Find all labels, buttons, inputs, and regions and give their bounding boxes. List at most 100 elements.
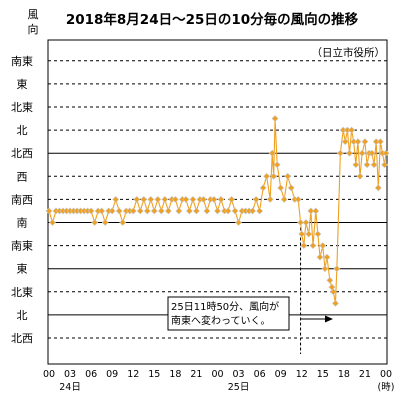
data-point (376, 138, 384, 146)
data-point (368, 149, 376, 157)
day-label: 25日 (228, 382, 250, 393)
y-category-label: 東 (17, 263, 28, 276)
x-axis-unit: (時) (378, 382, 395, 393)
y-category-label: 北 (17, 309, 28, 322)
data-point (101, 219, 109, 226)
y-category-label: 東 (17, 78, 28, 91)
data-point (312, 207, 320, 215)
data-point (332, 299, 339, 307)
data-point (321, 265, 329, 273)
y-category-label: 西 (17, 170, 28, 183)
data-point (157, 207, 165, 215)
data-point (235, 219, 242, 226)
data-point (256, 207, 264, 215)
y-category-label: 北西 (11, 147, 33, 160)
data-point (297, 219, 304, 226)
annotation-line1: 25日11時50分、風向が (171, 300, 279, 313)
data-point (214, 207, 221, 215)
data-point (200, 195, 207, 203)
data-point (182, 195, 190, 203)
data-point (252, 195, 260, 203)
data-point (108, 207, 116, 215)
x-tick-label: 21 (190, 369, 202, 380)
data-point (268, 149, 276, 157)
x-tick-label: 00 (211, 369, 223, 380)
data-point (263, 172, 271, 180)
data-point (217, 195, 225, 203)
data-point (333, 265, 341, 273)
data-point (294, 195, 302, 203)
data-point (143, 207, 151, 215)
chart-title: 2018年8月24日～25日の10分毎の風向の推移 (66, 11, 359, 28)
data-point (363, 161, 371, 169)
x-tick-label: 21 (359, 369, 371, 380)
data-point (49, 219, 56, 226)
y-category-label: 南西 (11, 193, 33, 206)
x-tick-label: 00 (43, 369, 55, 380)
y-category-label: 南東 (11, 240, 33, 253)
x-tick-label: 03 (64, 369, 76, 380)
day-label: 24日 (59, 382, 81, 393)
data-point (171, 195, 179, 203)
y-category-label: 南東 (11, 55, 33, 68)
data-point (336, 149, 344, 157)
data-point (175, 207, 183, 215)
data-point (185, 207, 193, 215)
data-point (91, 219, 99, 226)
data-point (277, 184, 285, 192)
y-category-label: 南 (17, 217, 28, 230)
data-point (280, 195, 288, 203)
y-category-label: 北 (17, 124, 28, 137)
data-point (45, 207, 53, 215)
data-point (287, 184, 295, 192)
grid-lines (48, 60, 387, 339)
data-point (352, 161, 360, 169)
data-point (298, 230, 306, 238)
data-point (323, 253, 331, 261)
x-tick-label: 03 (233, 369, 245, 380)
x-tick-label: 06 (254, 369, 266, 380)
data-point (189, 195, 197, 203)
data-point (231, 207, 239, 215)
data-point (98, 207, 106, 215)
data-point (203, 207, 211, 215)
x-tick-label: 18 (169, 369, 181, 380)
data-point (381, 161, 389, 169)
data-point (370, 161, 378, 169)
data-point (374, 184, 382, 192)
data-point (136, 207, 144, 215)
data-point (224, 207, 232, 215)
y-axis-label-char: 向 (28, 22, 39, 36)
station-label: （日立市役所） (312, 46, 386, 59)
x-tick-label: 09 (106, 369, 118, 380)
data-point (249, 207, 257, 215)
data-point (361, 138, 369, 146)
data-point (147, 195, 155, 203)
plot-frame (47, 39, 388, 365)
data-point (316, 253, 324, 261)
data-point (133, 195, 141, 203)
data-point (164, 207, 172, 215)
x-tick-label: 12 (296, 369, 308, 380)
data-point (119, 219, 127, 226)
data-point (115, 207, 123, 215)
y-category-label: 北西 (11, 332, 33, 345)
x-tick-label: 15 (317, 369, 329, 380)
x-tick-label: 12 (127, 369, 139, 380)
annotation-line2: 南東へ変わっていく。 (171, 314, 271, 327)
data-point (129, 207, 137, 215)
data-point (270, 172, 278, 180)
x-tick-label: 15 (148, 369, 160, 380)
annotation-box (167, 296, 290, 331)
data-point (266, 195, 274, 203)
data-point (329, 288, 337, 296)
y-category-label: 北東 (11, 286, 33, 299)
data-point (356, 172, 364, 180)
y-category-label: 北東 (11, 101, 33, 114)
data-point (228, 195, 235, 203)
data-point (382, 149, 390, 157)
y-axis-label-char: 風 (28, 8, 39, 21)
